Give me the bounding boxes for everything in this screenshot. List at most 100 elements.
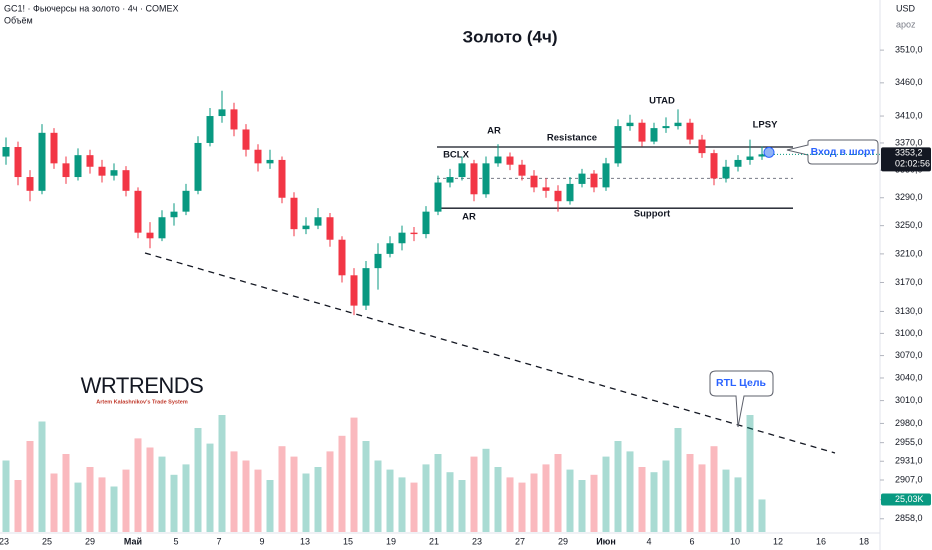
volume-bar (650, 472, 658, 532)
volume-bar (638, 467, 646, 532)
y-tick-label: 2858,0 (895, 513, 923, 523)
symbol: GC1! · Фьючерсы на золото · 4ч · COMEX (4, 3, 178, 13)
candle-body (626, 122, 634, 127)
volume-bar (686, 454, 694, 532)
candle-body (38, 132, 46, 191)
volume-bar (494, 467, 502, 532)
volume-bar (254, 469, 262, 532)
volume-bar (362, 441, 370, 532)
x-tick-label: Май (124, 536, 142, 546)
candle-body (338, 239, 346, 276)
x-tick-label: 7 (216, 536, 221, 546)
candle-body (86, 155, 94, 167)
volume-bar (290, 456, 298, 532)
x-tick-label: 21 (429, 536, 439, 546)
candle-body (242, 129, 250, 150)
x-tick-label: 9 (259, 536, 264, 546)
candle-body (434, 182, 442, 212)
candle-body (266, 159, 274, 164)
candle-body (614, 126, 622, 164)
candle-body (302, 225, 310, 230)
candle-body (182, 190, 190, 212)
candle-body (542, 187, 550, 191)
candle-body (494, 156, 502, 164)
candle-body (26, 177, 34, 191)
x-tick-label: 13 (300, 536, 310, 546)
volume-bar (602, 456, 610, 532)
candle-body (386, 243, 394, 254)
volume-bar (26, 441, 34, 532)
x-tick-label: 12 (773, 536, 783, 546)
trend-line (144, 252, 836, 454)
volume-bar (182, 464, 190, 532)
candle-body (158, 217, 166, 239)
volume-bar (566, 469, 574, 532)
x-tick-label: 5 (173, 536, 178, 546)
price-timer: 02:02:56 (895, 159, 930, 169)
y-tick-label: 3410,0 (895, 110, 923, 120)
candle-body (674, 122, 682, 127)
volume-bar (326, 451, 334, 532)
volume-bar (230, 451, 238, 532)
y-tick-label: 3210,0 (895, 248, 923, 258)
volume-bar (530, 473, 538, 532)
volume-bar (758, 499, 766, 532)
candle-body (14, 147, 22, 178)
candle-body (278, 159, 286, 198)
candle-body (362, 268, 370, 306)
volume-bar (746, 415, 754, 532)
annotation: UTAD (649, 96, 675, 107)
candle-body (710, 153, 718, 179)
y-tick-label: 3170,0 (895, 277, 923, 287)
volume-bar (662, 460, 670, 532)
volume-bar (206, 443, 214, 532)
volume-bar (554, 454, 562, 532)
x-tick-label: 25 (42, 536, 52, 546)
candle-body (398, 232, 406, 244)
volume-bar (410, 482, 418, 532)
volume-bar (458, 480, 466, 532)
y-tick-label: 2955,0 (895, 437, 923, 447)
y-tick-label: 3290,0 (895, 192, 923, 202)
candle-body (686, 122, 694, 140)
x-tick-label: 16 (816, 536, 826, 546)
entry-marker (763, 146, 775, 158)
volume-bar (470, 456, 478, 532)
scale-mode: apoz (896, 19, 916, 29)
volume-bar (110, 486, 118, 532)
x-tick-label: 18 (859, 536, 869, 546)
volume-bar (446, 472, 454, 532)
y-tick-label: 3370,0 (895, 137, 923, 147)
volume-bar (170, 474, 178, 532)
candle-body (74, 155, 82, 178)
candle-body (722, 166, 730, 179)
volume-bar (98, 477, 106, 532)
volume-bar (578, 480, 586, 532)
annotation: AR (462, 212, 476, 223)
candle-body (638, 122, 646, 142)
volume-bar (38, 421, 46, 532)
candle-body (98, 166, 106, 176)
volume-bar (386, 469, 394, 532)
x-tick-label: 15 (343, 536, 353, 546)
y-tick-label: 2931,0 (895, 456, 923, 466)
y-tick-label: 3510,0 (895, 44, 923, 54)
price-label: 3353,2 (895, 148, 923, 158)
price-label-box (881, 147, 931, 172)
candle-body (446, 177, 454, 183)
candle-body (134, 190, 142, 233)
annotation: AR (487, 126, 501, 137)
y-tick-label: 3010,0 (895, 395, 923, 405)
y-tick-label: 2980,0 (895, 418, 923, 428)
candle-body (506, 156, 514, 165)
volume-bar (218, 415, 226, 532)
volume-bar (722, 469, 730, 532)
x-tick-label: 29 (85, 536, 95, 546)
x-tick-label: 23 (472, 536, 482, 546)
callout-text: Вход в шорт (811, 146, 876, 158)
x-tick-label: 10 (730, 536, 740, 546)
volume-bar (422, 464, 430, 532)
candle-body (110, 170, 118, 176)
volume-bar (590, 474, 598, 532)
